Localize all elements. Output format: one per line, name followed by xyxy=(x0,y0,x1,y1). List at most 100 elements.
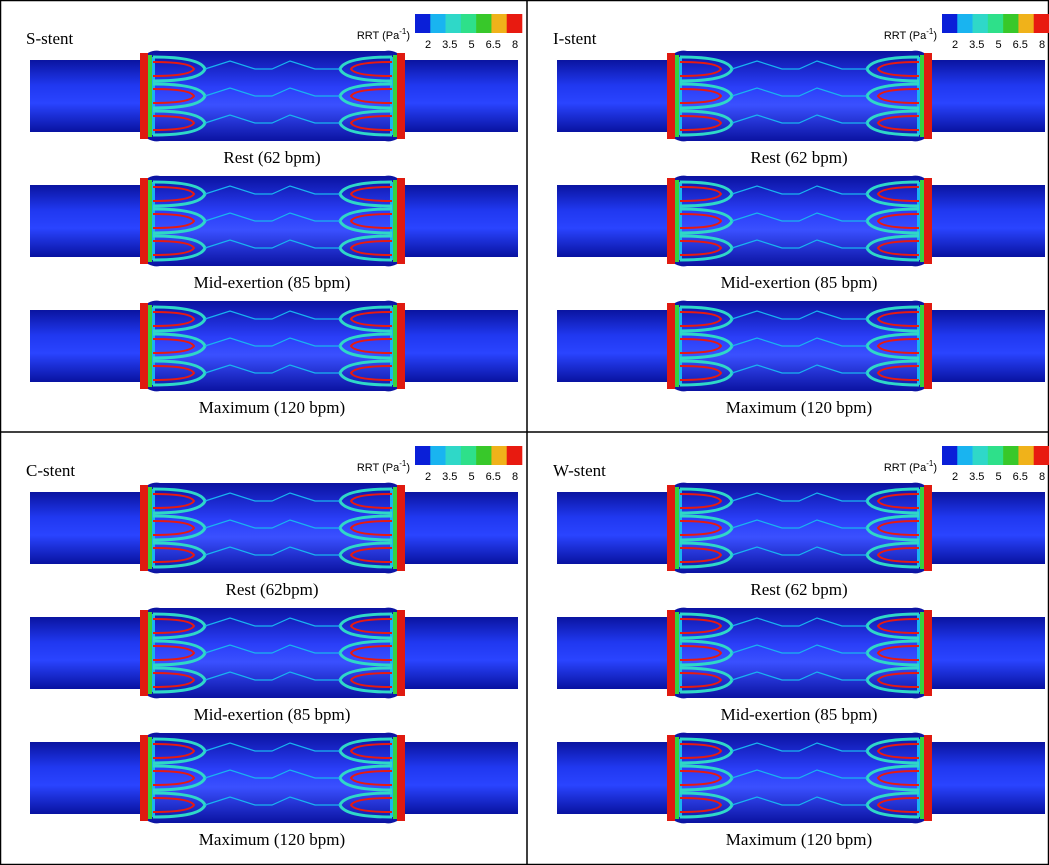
colorbar-tick-label: 6.5 xyxy=(1013,39,1028,51)
panel: S-stentRRT (Pa-1)23.556.58Rest (62 bpm)M… xyxy=(26,14,522,417)
colorbar-tick-label: 5 xyxy=(468,471,474,483)
stent-ring xyxy=(679,182,682,260)
colorbar-segment xyxy=(461,14,477,33)
stent-ring xyxy=(675,612,679,694)
vessel xyxy=(557,733,1045,824)
colorbar-segment xyxy=(988,446,1004,465)
colorbar-tick-label: 8 xyxy=(1039,39,1045,51)
colorbar-label: RRT (Pa-1) xyxy=(357,459,410,474)
stent-ring xyxy=(920,737,924,819)
stent-ring xyxy=(924,735,932,821)
stent-ring xyxy=(148,55,152,137)
stent-ring xyxy=(152,614,155,692)
colorbar-tick-label: 8 xyxy=(1039,471,1045,483)
colorbar-segment xyxy=(988,14,1004,33)
colorbar-tick-label: 6.5 xyxy=(486,471,501,483)
vessel xyxy=(30,733,518,824)
panel-title: S-stent xyxy=(26,29,74,48)
stent-ring xyxy=(148,305,152,387)
stent-ring xyxy=(140,53,148,139)
stent-ring xyxy=(148,180,152,262)
stent-ring xyxy=(675,180,679,262)
colorbar-tick-label: 3.5 xyxy=(969,39,984,51)
stent-ring xyxy=(397,610,405,696)
colorbar-tick-label: 2 xyxy=(952,39,958,51)
colorbar-label-part: ) xyxy=(933,462,937,474)
vessel xyxy=(30,301,518,392)
colorbar-label: RRT (Pa-1) xyxy=(884,27,937,42)
colorbar-label-part: ) xyxy=(933,30,937,42)
panel-title: C-stent xyxy=(26,461,75,480)
stent-ring xyxy=(675,55,679,137)
vessel-caption: Maximum (120 bpm) xyxy=(199,830,345,849)
colorbar-segment xyxy=(973,14,989,33)
stent-ring xyxy=(140,178,148,264)
colorbar-tick-label: 3.5 xyxy=(442,39,457,51)
stent-ring xyxy=(390,739,393,817)
vessel xyxy=(557,483,1045,574)
colorbar-label: RRT (Pa-1) xyxy=(357,27,410,42)
stent-ring xyxy=(667,303,675,389)
stent-ring xyxy=(393,180,397,262)
stent-ring xyxy=(917,57,920,135)
stent-ring xyxy=(917,739,920,817)
stent-ring xyxy=(675,487,679,569)
colorbar-segment xyxy=(1034,446,1049,465)
vessel-caption: Maximum (120 bpm) xyxy=(726,830,872,849)
colorbar-tick-label: 8 xyxy=(512,39,518,51)
colorbar-label-part: RRT (Pa xyxy=(884,462,927,474)
stent-ring xyxy=(667,53,675,139)
stent-ring xyxy=(917,489,920,567)
stent-ring xyxy=(397,485,405,571)
stent-ring xyxy=(924,485,932,571)
stent-ring xyxy=(140,303,148,389)
stent-ring xyxy=(390,57,393,135)
stent-ring xyxy=(393,737,397,819)
stent-ring xyxy=(152,489,155,567)
panel: W-stentRRT (Pa-1)23.556.58Rest (62 bpm)M… xyxy=(553,446,1049,849)
stent-ring xyxy=(917,307,920,385)
colorbar-label-part: RRT (Pa xyxy=(357,462,400,474)
colorbar-segment xyxy=(957,14,973,33)
colorbar-segment xyxy=(1018,446,1034,465)
stent-ring xyxy=(397,178,405,264)
stent-ring xyxy=(920,305,924,387)
colorbar-segment xyxy=(1034,14,1049,33)
stent-ring xyxy=(152,307,155,385)
stent-ring xyxy=(667,735,675,821)
colorbar-segment xyxy=(957,446,973,465)
colorbar-tick-label: 2 xyxy=(425,39,431,51)
stent-ring xyxy=(917,182,920,260)
stent-ring xyxy=(390,182,393,260)
vessel xyxy=(30,176,518,267)
stent-ring xyxy=(390,489,393,567)
panel-title: W-stent xyxy=(553,461,606,480)
vessel xyxy=(557,51,1045,142)
stent-ring xyxy=(140,610,148,696)
stent-ring xyxy=(390,307,393,385)
colorbar-segment xyxy=(461,446,477,465)
stent-ring xyxy=(675,737,679,819)
stent-ring xyxy=(152,739,155,817)
colorbar-tick-label: 2 xyxy=(952,471,958,483)
colorbar-tick-label: 8 xyxy=(512,471,518,483)
stent-ring xyxy=(920,55,924,137)
colorbar-label-part: RRT (Pa xyxy=(884,30,927,42)
vessel-caption: Rest (62 bpm) xyxy=(223,148,320,167)
colorbar-label-part: ) xyxy=(406,30,410,42)
vessel-caption: Mid-exertion (85 bpm) xyxy=(194,273,351,292)
stent-ring xyxy=(152,182,155,260)
colorbar-segment xyxy=(942,14,958,33)
colorbar-segment xyxy=(507,14,523,33)
stent-ring xyxy=(397,53,405,139)
colorbar-tick-label: 6.5 xyxy=(1013,471,1028,483)
stent-ring xyxy=(920,180,924,262)
stent-ring xyxy=(390,614,393,692)
vessel xyxy=(30,483,518,574)
colorbar-segment xyxy=(415,14,431,33)
colorbar-segment xyxy=(973,446,989,465)
colorbar-segment xyxy=(1003,446,1019,465)
colorbar-segment xyxy=(446,14,462,33)
stent-ring xyxy=(924,178,932,264)
